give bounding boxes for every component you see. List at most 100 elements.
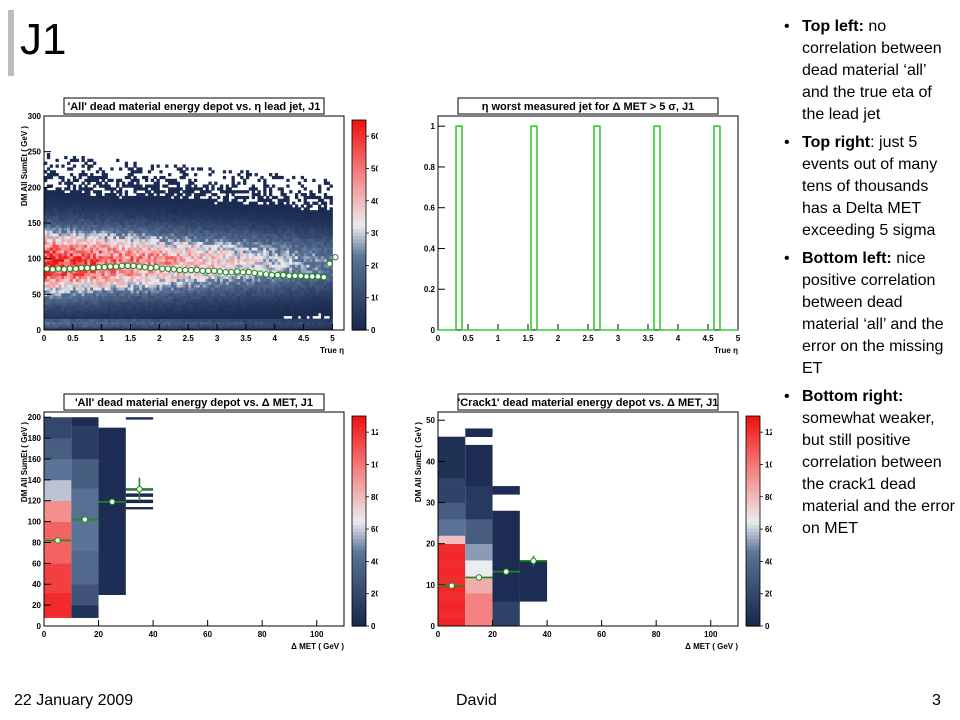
heatmap-cell <box>217 201 221 205</box>
heatmap-cell <box>199 321 204 325</box>
heatmap-cell <box>124 252 129 257</box>
heatmap-cell <box>300 324 305 328</box>
heatmap-cell <box>168 284 172 288</box>
heatmap-cell <box>260 218 264 222</box>
heatmap-cell <box>52 281 56 285</box>
heatmap-cell <box>162 241 166 245</box>
heatmap-cell <box>300 204 305 208</box>
heatmap-cell <box>194 235 198 240</box>
heatmap-cell <box>225 258 230 262</box>
heatmap-cell <box>113 198 117 202</box>
heatmap-cell <box>176 238 180 242</box>
heatmap-cell <box>84 218 88 222</box>
heatmap-cell <box>130 281 134 285</box>
heatmap-cell <box>283 324 287 328</box>
heatmap-cell <box>211 187 215 191</box>
heatmap-cell <box>260 198 264 202</box>
heatmap-cell <box>294 244 299 248</box>
heatmap-cell <box>90 255 94 260</box>
heatmap-cell <box>58 247 62 251</box>
heatmap-cell <box>245 252 250 257</box>
heatmap-cell <box>222 232 227 237</box>
heatmap-cell <box>228 238 232 242</box>
heatmap-cell <box>199 284 204 288</box>
heatmap-cell <box>274 252 279 257</box>
heatmap-cell <box>49 284 54 288</box>
heatmap-cell <box>254 278 258 282</box>
heatmap-cell <box>162 224 166 228</box>
heatmap-cell <box>283 224 287 228</box>
heatmap-cell <box>283 207 287 211</box>
heatmap-cell <box>116 235 120 240</box>
heatmap-cell <box>124 267 129 271</box>
heatmap-cell <box>90 304 94 308</box>
heatmap-cell <box>286 255 290 260</box>
heatmap-cell <box>165 210 169 214</box>
heatmap-cell <box>231 235 235 240</box>
heatmap-cell <box>292 264 296 268</box>
heatmap-cell <box>52 255 56 260</box>
heatmap-cell <box>309 290 313 294</box>
heatmap-cell <box>78 238 82 242</box>
heatmap-cell <box>286 301 290 305</box>
heatmap-cell <box>87 158 91 163</box>
heatmap-cell <box>214 321 218 325</box>
heatmap-cell <box>136 178 140 183</box>
heatmap-cell <box>168 307 172 311</box>
heatmap-cell <box>49 272 54 277</box>
heatmap-cell <box>231 213 235 217</box>
heatmap-cell <box>136 238 140 242</box>
heatmap-cell <box>217 210 221 214</box>
heatmap-cell <box>147 193 152 197</box>
heatmap-cell <box>84 272 88 277</box>
heatmap-cell <box>87 190 91 194</box>
heatmap-cell <box>69 287 74 291</box>
heatmap-cell <box>84 235 88 240</box>
heatmap-cell <box>119 327 123 331</box>
heatmap-cell <box>294 221 299 225</box>
heatmap-cell <box>49 327 54 331</box>
heatmap-cell <box>58 232 62 237</box>
heatmap-cell <box>93 258 97 262</box>
heatmap-cell <box>90 312 94 317</box>
heatmap-cell <box>280 310 284 314</box>
heatmap-cell <box>170 252 175 257</box>
heatmap-cell <box>46 252 51 257</box>
heatmap-cell <box>75 241 80 245</box>
heatmap-cell <box>139 324 143 328</box>
heatmap-cell <box>139 201 143 205</box>
heatmap-cell <box>165 232 169 237</box>
heatmap-cell <box>159 261 163 265</box>
heatmap-cell <box>188 184 192 188</box>
heatmap-cell <box>208 301 212 305</box>
heatmap-cell <box>170 232 175 237</box>
heatmap-cell <box>271 298 276 302</box>
heatmap-cell <box>52 241 56 245</box>
heatmap-cell <box>75 178 80 183</box>
heatmap-cell <box>104 201 108 205</box>
heatmap-cell <box>257 267 261 271</box>
heatmap-cell <box>217 284 221 288</box>
heatmap-cell <box>214 241 218 245</box>
heatmap-cell <box>222 310 227 314</box>
heatmap-cell <box>185 304 189 308</box>
heatmap-cell <box>72 193 77 197</box>
heatmap-cell <box>67 193 71 197</box>
heatmap-cell <box>208 215 212 220</box>
heatmap-cell <box>61 175 65 180</box>
heatmap-cell <box>49 290 54 294</box>
heatmap-cell <box>286 281 290 285</box>
heatmap-cell <box>251 267 255 271</box>
heatmap-cell <box>326 218 330 222</box>
heatmap-cell <box>269 207 273 211</box>
heatmap-cell <box>90 241 94 245</box>
heatmap-cell <box>300 218 305 222</box>
heatmap-cell <box>294 310 299 314</box>
heatmap-cell <box>179 224 183 228</box>
heatmap-cell <box>228 318 232 322</box>
heatmap-cell <box>98 295 103 300</box>
heatmap-cell <box>144 247 149 251</box>
heatmap-cell <box>127 250 131 254</box>
heatmap-cell <box>191 167 195 171</box>
heatmap-cell <box>251 278 255 282</box>
